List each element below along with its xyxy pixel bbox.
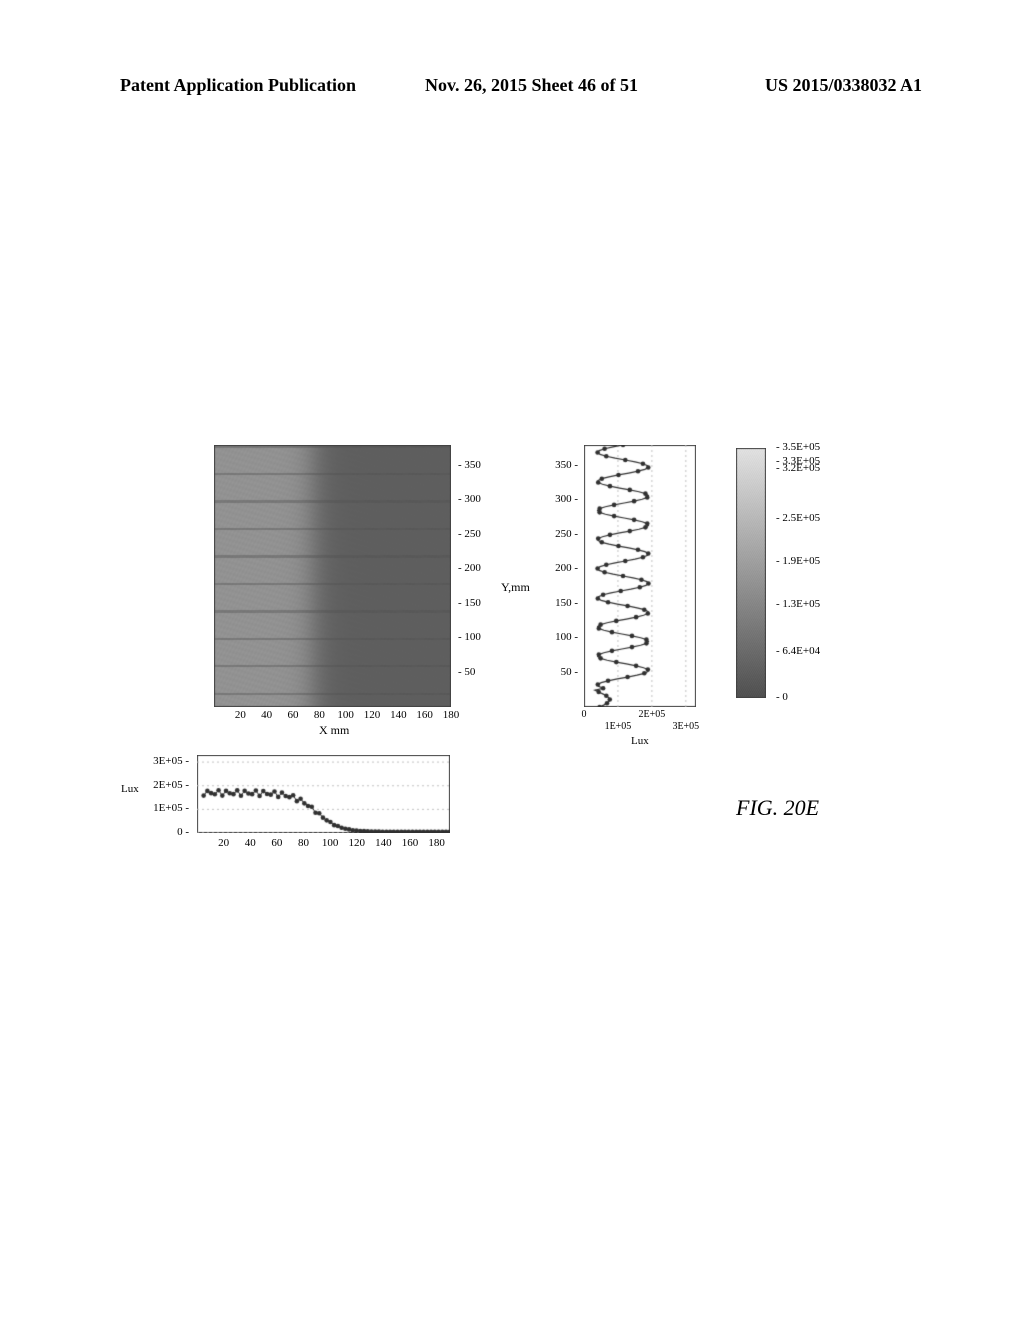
y-profile-y-ticks: 50 -100 -150 -200 -250 -300 -350 - [554,445,584,707]
header-pub-label: Patent Application Publication [120,75,356,96]
x-profile-y-ticks: 0 -1E+05 -2E+05 -3E+05 - [147,755,195,833]
y-profile-x-ticks: 02E+051E+053E+05 [584,707,696,725]
heatmap-panel: - 50- 100- 150- 200- 250- 300- 350 20406… [214,445,527,735]
y-profile-panel: 50 -100 -150 -200 -250 -300 -350 - 02E+0… [556,445,736,745]
colorbar-gradient [736,448,766,698]
heatmap-y-axis-label: Y,mm [501,580,530,595]
x-profile-plot [197,755,450,833]
header-sheet-label: Nov. 26, 2015 Sheet 46 of 51 [425,75,638,96]
heatmap-image [214,445,451,707]
heatmap-y-ticks: - 50- 100- 150- 200- 250- 300- 350 [458,445,508,707]
heatmap-x-axis-label: X mm [319,723,349,738]
x-profile-x-ticks: 20406080100120140160180 [197,835,450,853]
colorbar-panel: - 3.5E+05- 3.3E+05- 3.2E+05- 2.5E+05- 1.… [736,448,856,710]
y-profile-plot [584,445,696,707]
figure-label: FIG. 20E [736,795,819,821]
x-profile-panel: Lux 0 -1E+05 -2E+05 -3E+05 - 20406080100… [147,755,487,855]
colorbar-ticks: - 3.5E+05- 3.3E+05- 3.2E+05- 2.5E+05- 1.… [776,448,856,698]
y-profile-x-label: Lux [631,735,649,747]
x-profile-y-label: Lux [121,783,139,795]
header-pub-number: US 2015/0338032 A1 [765,75,922,96]
